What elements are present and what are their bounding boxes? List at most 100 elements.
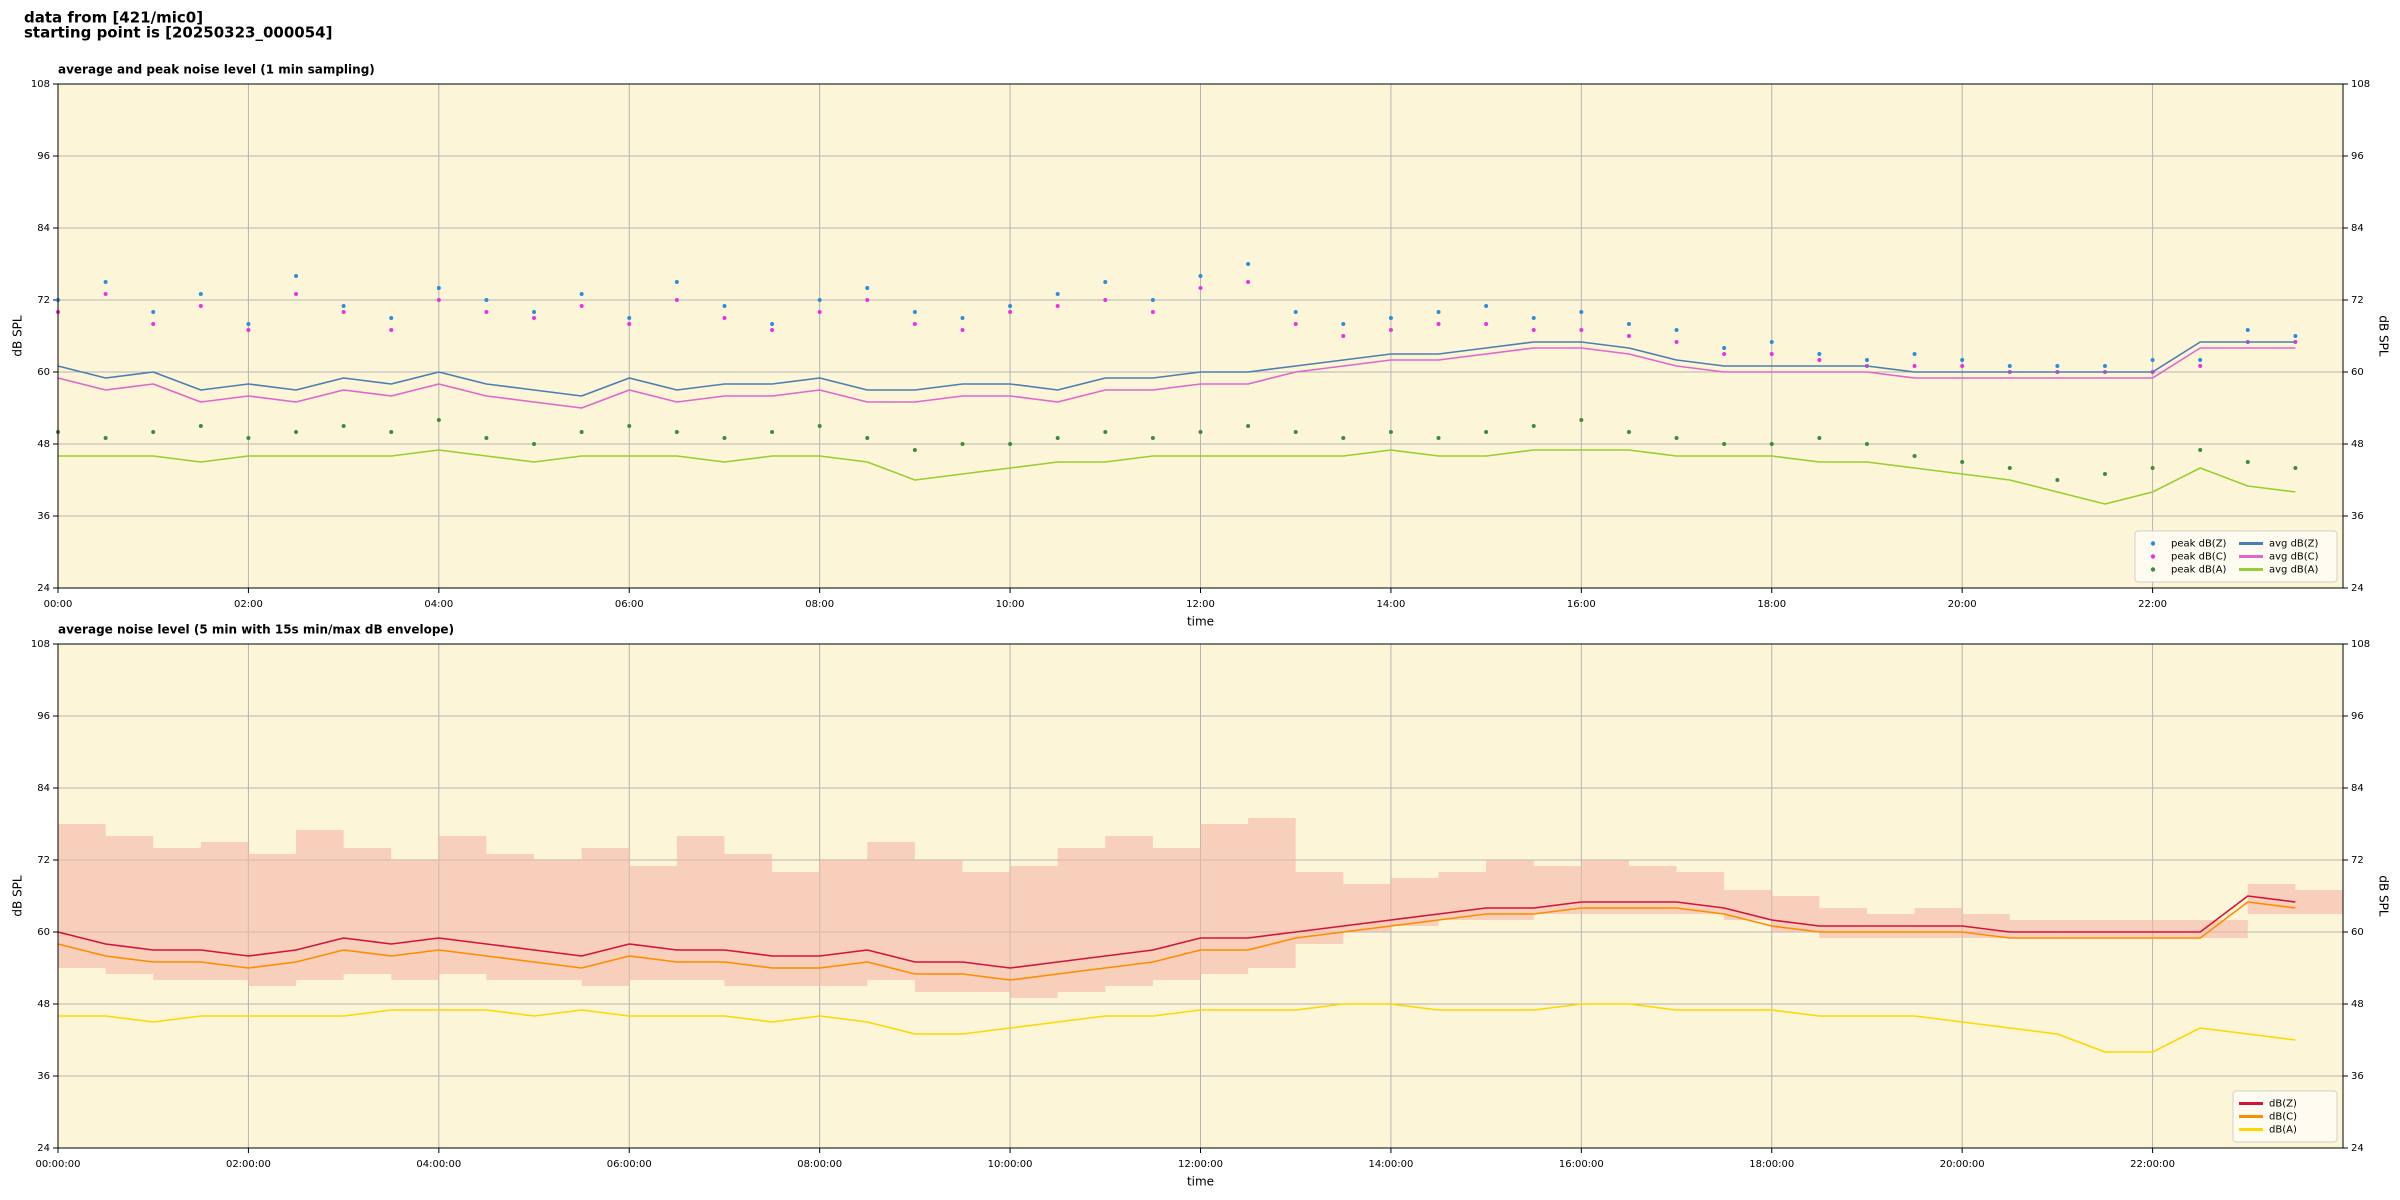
peak-point (1626, 334, 1631, 338)
envelope-band (153, 848, 201, 980)
peak-point (1674, 328, 1679, 332)
series-line (57, 347, 2296, 409)
peak-point (960, 316, 965, 320)
x-tick-label: 10:00 (996, 599, 1025, 610)
peak-point (151, 310, 156, 314)
envelope-band (2009, 920, 2058, 938)
x-tick-label: 16:00 (1567, 599, 1596, 610)
peak-point (103, 436, 108, 440)
peak-point (198, 292, 203, 296)
peak-point (865, 298, 870, 302)
peak-point (2198, 358, 2203, 362)
peak-point (1674, 340, 1679, 344)
y-tick-label: 72 (37, 855, 50, 866)
y-tick-label: 48 (37, 999, 50, 1010)
y-tick-label: 24 (37, 1143, 50, 1154)
envelope-band (1343, 884, 1391, 932)
peak-point (103, 292, 108, 296)
peak-point (1293, 430, 1298, 434)
envelope-band (105, 836, 154, 974)
peak-point (817, 298, 822, 302)
series-line (57, 901, 2296, 981)
envelope-band (1819, 908, 1867, 938)
y-tick-label: 48 (37, 439, 50, 450)
y-tick-label: 60 (37, 367, 50, 378)
peak-point (1008, 304, 1013, 308)
peak-point (1817, 436, 1822, 440)
peak-point (1912, 352, 1917, 356)
x-tick-label: 18:00:00 (1749, 1159, 1794, 1170)
peak-point (1484, 304, 1489, 308)
peak-point (1341, 322, 1346, 326)
peak-point (579, 304, 584, 308)
peak-point (912, 448, 917, 452)
series-line (57, 341, 2296, 397)
peak-point (1436, 310, 1441, 314)
y-tick-label: 108 (31, 639, 50, 650)
peak-point (1436, 322, 1441, 326)
envelope-band (1438, 872, 1487, 920)
peak-point (865, 436, 870, 440)
peak-point (1817, 352, 1822, 356)
y-tick-label: 84 (37, 783, 50, 794)
y2-axis-label: dB SPL (2377, 875, 2391, 917)
peak-point (2150, 466, 2155, 470)
peak-point (1150, 298, 1155, 302)
envelope-band (676, 836, 725, 980)
peak-point (1960, 358, 1965, 362)
peak-point (1198, 286, 1203, 290)
peak-point (1579, 310, 1584, 314)
x-axis-label: time (1187, 615, 1214, 629)
peak-point (341, 424, 346, 428)
peak-point (436, 286, 441, 290)
peak-point (1055, 292, 1060, 296)
peak-point (2055, 478, 2060, 482)
x-tick-label: 12:00:00 (1178, 1159, 1223, 1170)
peak-point (1150, 310, 1155, 314)
peak-point (294, 292, 299, 296)
peak-point (2245, 460, 2250, 464)
x-tick-label: 22:00 (2138, 599, 2167, 610)
peak-point (1722, 352, 1727, 356)
peak-point (770, 430, 775, 434)
y2-tick-label: 24 (2351, 583, 2364, 594)
peak-point (246, 436, 251, 440)
x-tick-label: 04:00:00 (416, 1159, 461, 1170)
envelope-band (58, 824, 106, 968)
peak-point (436, 298, 441, 302)
header-subtitle: starting point is [20250323_000054] (24, 24, 332, 42)
x-tick-label: 06:00:00 (607, 1159, 652, 1170)
peak-point (1150, 436, 1155, 440)
peak-point (1579, 328, 1584, 332)
peak-point (1531, 316, 1536, 320)
peak-point (1008, 310, 1013, 314)
legend-label: avg dB(Z) (2269, 539, 2319, 550)
y-axis-label: dB SPL (11, 315, 25, 357)
header-title: data from [421/mic0] (24, 9, 203, 27)
envelope-band (724, 854, 773, 986)
y2-tick-label: 72 (2351, 855, 2364, 866)
peak-point (1388, 430, 1393, 434)
x-tick-label: 12:00 (1186, 599, 1215, 610)
legend-marker (2150, 554, 2156, 559)
peak-point (1912, 364, 1917, 368)
x-tick-label: 00:00 (44, 599, 73, 610)
y2-tick-label: 72 (2351, 295, 2364, 306)
peak-point (1246, 280, 1251, 284)
peak-point (1103, 298, 1108, 302)
envelope-band (1724, 890, 1772, 920)
peak-point (627, 424, 632, 428)
y2-tick-label: 96 (2351, 711, 2364, 722)
envelope-band (1295, 872, 1344, 944)
x-tick-label: 02:00:00 (226, 1159, 271, 1170)
x-tick-label: 16:00:00 (1559, 1159, 1604, 1170)
x-tick-label: 18:00 (1757, 599, 1786, 610)
x-tick-label: 20:00 (1948, 599, 1977, 610)
y-tick-label: 36 (37, 1071, 50, 1082)
y2-tick-label: 108 (2351, 79, 2370, 90)
peak-point (1769, 442, 1774, 446)
x-tick-label: 08:00:00 (797, 1159, 842, 1170)
peak-point (912, 322, 917, 326)
